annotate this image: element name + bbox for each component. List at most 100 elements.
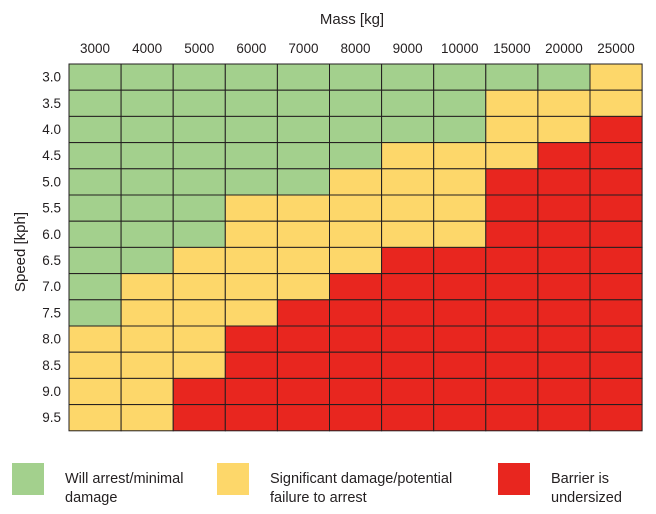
heatmap-cell <box>433 168 487 196</box>
heatmap-cell <box>224 220 278 248</box>
heatmap-cell <box>589 168 643 196</box>
heatmap-cell <box>433 194 487 222</box>
heatmap-cell <box>537 142 591 170</box>
heatmap-cell <box>433 115 487 144</box>
y-tick-label: 6.0 <box>42 227 61 242</box>
x-tick-label: 6000 <box>236 41 266 56</box>
x-tick-label: 20000 <box>545 41 583 56</box>
heatmap-cell <box>224 194 278 222</box>
heatmap-cell <box>329 404 383 432</box>
heatmap-cell <box>276 351 330 379</box>
legend-item-will-arrest: Will arrest/minimal damage <box>12 463 215 508</box>
legend-swatch-yellow <box>217 463 249 495</box>
heatmap-cell <box>433 404 487 432</box>
heatmap-cell <box>172 325 226 353</box>
heatmap-cell <box>120 404 174 432</box>
heatmap-cell <box>433 89 487 117</box>
heatmap-cell <box>224 325 278 353</box>
heatmap-cell <box>120 299 174 327</box>
heatmap-cell <box>485 246 539 275</box>
heatmap-cell <box>172 377 226 406</box>
heatmap-cell <box>381 220 435 248</box>
y-tick-label: 8.5 <box>42 358 61 373</box>
heatmap-cell <box>224 351 278 379</box>
heatmap-cell <box>537 194 591 222</box>
y-tick-label: 5.0 <box>42 174 61 189</box>
heatmap-cell <box>329 377 383 406</box>
heatmap-cell <box>329 299 383 327</box>
heatmap-cell <box>68 63 122 91</box>
heatmap-cell <box>120 273 174 301</box>
heatmap-cell <box>120 377 174 406</box>
heatmap-cell <box>276 168 330 196</box>
heatmap-cell <box>485 63 539 91</box>
y-tick-label: 6.5 <box>42 253 61 268</box>
heatmap-cell <box>329 168 383 196</box>
heatmap-cell <box>485 299 539 327</box>
heatmap-cell <box>381 377 435 406</box>
heatmap-cell <box>276 142 330 170</box>
y-tick-label: 9.0 <box>42 384 61 399</box>
heatmap-cell <box>329 115 383 144</box>
heatmap-cell <box>537 299 591 327</box>
heatmap-cell <box>537 89 591 117</box>
heatmap-cell <box>120 89 174 117</box>
legend-item-significant-damage: Significant damage/potential failure to … <box>217 463 470 508</box>
heatmap-cell <box>120 220 174 248</box>
heatmap-cell <box>224 63 278 91</box>
heatmap-cell <box>381 194 435 222</box>
x-tick-label: 9000 <box>393 41 423 56</box>
heatmap-cell <box>589 273 643 301</box>
y-tick-label: 5.5 <box>42 201 61 216</box>
heatmap-cell <box>224 377 278 406</box>
heatmap-cell <box>381 115 435 144</box>
heatmap-cell <box>433 273 487 301</box>
x-tick-label: 8000 <box>341 41 371 56</box>
heatmap-cell <box>485 115 539 144</box>
heatmap-cell <box>381 89 435 117</box>
heatmap-cell <box>589 63 643 91</box>
heatmap-cell <box>224 115 278 144</box>
heatmap-cell <box>589 220 643 248</box>
heatmap-cell <box>329 89 383 117</box>
heatmap-cell <box>537 377 591 406</box>
heatmap-cell <box>172 115 226 144</box>
y-tick-label: 7.0 <box>42 279 61 294</box>
heatmap-cell <box>537 63 591 91</box>
heatmap-cell <box>276 63 330 91</box>
heatmap-cells <box>68 63 643 432</box>
y-tick-label: 4.5 <box>42 148 61 163</box>
heatmap-cell <box>276 325 330 353</box>
heatmap-cell <box>381 351 435 379</box>
x-tick-labels: 3000 4000 5000 6000 7000 8000 9000 10000 15000 20… <box>80 41 635 56</box>
x-tick-label: 3000 <box>80 41 110 56</box>
heatmap-cell <box>537 351 591 379</box>
heatmap-cell <box>68 325 122 353</box>
heatmap-cell <box>485 89 539 117</box>
heatmap-cell <box>172 168 226 196</box>
heatmap-cell <box>537 246 591 275</box>
heatmap-cell <box>120 63 174 91</box>
y-tick-label: 3.0 <box>42 70 61 85</box>
heatmap-cell <box>329 63 383 91</box>
heatmap-cell <box>589 89 643 117</box>
x-tick-label: 5000 <box>184 41 214 56</box>
heatmap-cell <box>120 142 174 170</box>
heatmap-cell <box>276 194 330 222</box>
heatmap-cell <box>381 404 435 432</box>
heatmap-cell <box>433 142 487 170</box>
heatmap-cell <box>381 325 435 353</box>
heatmap-cell <box>172 299 226 327</box>
heatmap-cell <box>381 63 435 91</box>
y-axis-title: Speed [kph] <box>12 212 29 292</box>
heatmap-cell <box>276 115 330 144</box>
heatmap-cell <box>329 194 383 222</box>
heatmap-cell <box>485 220 539 248</box>
legend-swatch-green <box>12 463 44 495</box>
heatmap-cell <box>381 299 435 327</box>
heatmap-cell <box>120 168 174 196</box>
heatmap-cell <box>433 220 487 248</box>
heatmap-cell <box>485 273 539 301</box>
heatmap-cell <box>172 142 226 170</box>
heatmap-cell <box>172 63 226 91</box>
